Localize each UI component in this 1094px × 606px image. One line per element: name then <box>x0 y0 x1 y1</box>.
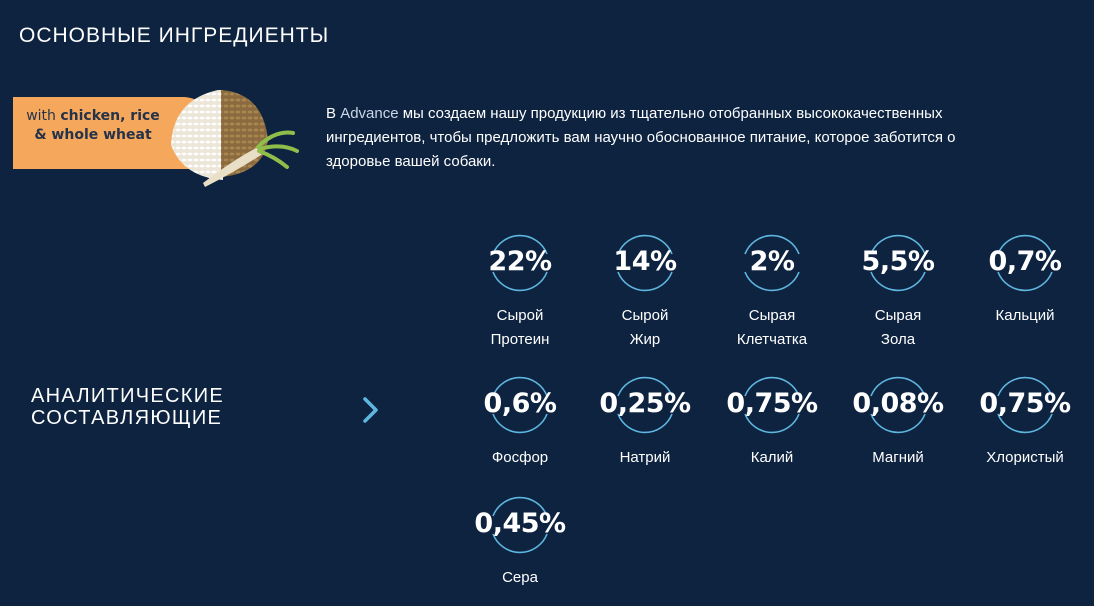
ingredient-badge: with chicken, rice & whole wheat <box>13 85 303 195</box>
brand-name: Advance <box>340 105 399 122</box>
stat-value: 0,75% <box>979 388 1071 419</box>
stat-label-line1: Магний <box>872 449 924 466</box>
circle-ring-icon <box>744 376 800 434</box>
description-text: мы создаем нашу продукцию из тщательно о… <box>326 105 956 170</box>
stat-value: 0,6% <box>483 388 557 419</box>
stat-label: Хлористый <box>960 446 1090 470</box>
analytic-title-line2: СОСТАВЛЯЮЩИЕ <box>31 407 223 429</box>
stat-label-line1: Калий <box>750 449 794 466</box>
circle-ring-icon <box>997 376 1053 434</box>
stat-label-line1: Сырая <box>874 307 922 324</box>
stat-label: Сера <box>455 566 585 590</box>
stat-label: Сырой Жир <box>580 304 710 352</box>
analytic-title[interactable]: АНАЛИТИЧЕСКИЕ СОСТАВЛЯЮЩИЕ <box>31 385 224 429</box>
circle-ring-icon <box>870 234 926 292</box>
stat-label-line2: Протеин <box>490 331 550 348</box>
stat-label: Фосфор <box>455 446 585 470</box>
stat-value: 0,7% <box>988 246 1062 277</box>
circle-ring-icon <box>744 234 800 292</box>
stat-label-line1: Фосфор <box>491 449 549 466</box>
circle-ring-icon <box>870 376 926 434</box>
circle-ring-icon <box>997 234 1053 292</box>
stat-value: 0,75% <box>726 388 818 419</box>
stat-label-line1: Сырой <box>621 307 669 324</box>
stat-label-line1: Сырая <box>748 307 796 324</box>
stat-value: 2% <box>749 246 795 277</box>
stat-label-line2: Клетчатка <box>736 331 808 348</box>
stat-label-line1: Сырой <box>496 307 544 324</box>
chevron-right-icon[interactable] <box>361 396 381 424</box>
stat-label: Сырой Протеин <box>455 304 585 352</box>
circle-ring-icon <box>492 376 548 434</box>
stat-label: Кальций <box>960 304 1090 328</box>
badge-ingredients-line1: chicken, rice <box>60 108 160 124</box>
stat-label-line2: Зола <box>880 331 916 348</box>
description: В Advance мы создаем нашу продукцию из т… <box>326 102 1016 174</box>
stat-label-line1: Хлористый <box>986 449 1064 466</box>
section-title: ОСНОВНЫЕ ИНГРЕДИЕНТЫ <box>19 24 330 47</box>
badge-prefix: with <box>26 108 61 124</box>
stat-label: Сырая Клетчатка <box>707 304 837 352</box>
circle-ring-icon <box>492 234 548 292</box>
circle-ring-icon <box>617 234 673 292</box>
stat-label: Магний <box>833 446 963 470</box>
stat-label-line1: Сера <box>502 569 538 586</box>
description-prefix: В <box>326 105 341 122</box>
stat-label-line1: Натрий <box>619 449 671 466</box>
stat-value: 5,5% <box>861 246 935 277</box>
stat-value: 0,45% <box>474 508 566 539</box>
analytic-title-line1: АНАЛИТИЧЕСКИЕ <box>31 385 225 407</box>
stat-value: 0,08% <box>852 388 944 419</box>
stat-label-line2: Жир <box>629 331 661 348</box>
stat-label-line1: Кальций <box>995 307 1055 324</box>
stat-label: Натрий <box>580 446 710 470</box>
stat-label: Сырая Зола <box>833 304 963 352</box>
circle-ring-icon <box>492 496 548 554</box>
grain-illustration <box>171 90 299 187</box>
circle-ring-icon <box>617 376 673 434</box>
stat-value: 14% <box>613 246 677 277</box>
stat-label: Калий <box>707 446 837 470</box>
badge-text: with chicken, rice & whole wheat <box>13 107 173 145</box>
stat-value: 0,25% <box>599 388 691 419</box>
stat-value: 22% <box>488 246 552 277</box>
badge-ingredients-line2: & whole wheat <box>34 127 152 143</box>
